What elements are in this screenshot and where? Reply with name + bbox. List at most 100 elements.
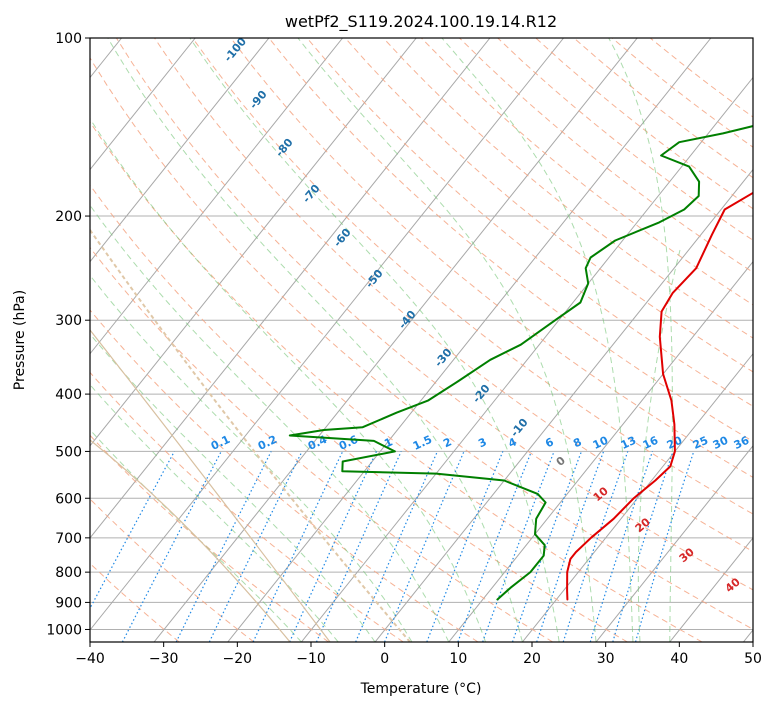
moist-adiabat-label: -30 — [432, 346, 455, 370]
dry-adiabat-line — [306, 38, 753, 407]
x-tick-label: 30 — [597, 651, 615, 667]
y-axis-label: Pressure (hPa) — [12, 290, 28, 390]
isotherm-line — [90, 38, 417, 447]
dry-adiabat-line — [90, 184, 628, 642]
mixing-ratio-label: 0.2 — [256, 433, 279, 453]
chart-title: wetPf2_S119.2024.100.19.14.R12 — [285, 12, 557, 32]
moist-adiabat-line — [90, 274, 413, 642]
mixing-ratio-label: 8 — [571, 435, 583, 450]
moist-adiabat-label: -80 — [273, 136, 296, 160]
reference-curve — [90, 329, 331, 642]
dry-adiabat-line — [90, 498, 255, 642]
isotherm-line — [522, 352, 753, 642]
moist-adiabat-line — [441, 38, 634, 642]
reference-curve — [90, 439, 291, 642]
y-tick-label: 400 — [55, 387, 82, 403]
isotherm-line — [90, 38, 343, 355]
mixing-ratio-line — [511, 451, 583, 642]
dry-adiabat-line — [154, 38, 753, 553]
mixing-ratio-line — [635, 451, 695, 642]
y-tick-label: 700 — [55, 531, 82, 547]
mixing-ratio-label: 0.4 — [306, 433, 329, 453]
isotherm-line — [374, 168, 753, 642]
isotherm-line — [448, 260, 753, 642]
mixing-ratio-label: 10 — [591, 434, 611, 452]
mixing-ratio-label: 36 — [732, 434, 752, 452]
mixing-ratio-line — [315, 451, 402, 642]
moist-adiabat-label: -50 — [363, 267, 386, 291]
moist-adiabat-label: -20 — [470, 382, 493, 406]
mixing-ratio-label: 2 — [441, 435, 453, 450]
mixing-ratio-line — [457, 451, 532, 642]
plot-frame — [89, 37, 754, 643]
dry-adiabat-line — [90, 562, 180, 642]
y-tick-label: 900 — [55, 595, 82, 611]
moist-adiabat-label: -90 — [247, 88, 270, 112]
y-tick-label: 500 — [55, 444, 82, 460]
profile-series — [288, 125, 753, 601]
mixing-ratio-label: 1.5 — [411, 433, 434, 453]
dry-adiabat-label: 10 — [591, 484, 611, 504]
y-tick-label: 800 — [55, 565, 82, 581]
dry-adiabat-line — [382, 38, 753, 339]
dry-adiabat-label: 0 — [554, 454, 568, 469]
x-axis-label: Temperature (°C) — [360, 681, 482, 697]
reference-curve — [637, 249, 681, 642]
y-tick-label: 1000 — [46, 622, 82, 638]
isotherm-line — [669, 537, 753, 642]
mixing-ratio-line — [589, 451, 654, 642]
dry-adiabat-line — [90, 121, 703, 642]
moist-adiabat-line — [189, 38, 560, 642]
dry-adiabat-line — [90, 309, 479, 642]
moist-adiabat-line — [90, 333, 376, 642]
mixing-ratio-label: 30 — [711, 434, 731, 452]
x-tick-label: 10 — [449, 651, 467, 667]
moist-adiabat-line — [90, 117, 487, 642]
isotherm-line — [595, 445, 753, 642]
dry-adiabat-line — [90, 371, 404, 642]
moist-adiabat-line — [297, 38, 597, 642]
moist-adiabat-label: -60 — [331, 226, 354, 250]
isotherm-line — [301, 76, 753, 642]
mixing-ratio-line — [208, 451, 303, 642]
mixing-ratio-label: 13 — [619, 434, 638, 452]
y-tick-label: 300 — [55, 313, 82, 329]
x-tick-label: −30 — [149, 651, 179, 667]
mixing-ratio-label: 16 — [641, 434, 661, 452]
mixing-ratio-label: 25 — [691, 434, 710, 452]
mixing-ratio-line — [289, 451, 377, 642]
moist-adiabat-line — [90, 429, 302, 642]
reference-curve — [90, 229, 411, 642]
x-tick-label: 20 — [523, 651, 541, 667]
isotherm-line — [90, 38, 564, 631]
isotherm-line — [227, 38, 712, 642]
dry-adiabat-line — [268, 38, 753, 443]
x-tick-label: 50 — [744, 651, 762, 667]
y-tick-label: 100 — [55, 31, 82, 47]
mixing-ratio-label: 0.6 — [337, 433, 360, 453]
dry-adiabat-line — [611, 38, 753, 148]
isotherm-line — [90, 38, 491, 539]
moist-adiabat-label: -40 — [396, 308, 419, 332]
moist-adiabat-line — [90, 204, 450, 642]
line-labels: 0.1 0.2 0.4 0.6 1 1.5 2 3 4 6 8 10 13 16 20 25 30 36-100-… — [209, 38, 752, 595]
mixing-ratio-line — [612, 451, 674, 642]
dry-adiabat-line — [344, 38, 753, 373]
y-axis-ticks: 100 200 300 400 500 600 700 800 900 1000 — [46, 31, 90, 638]
isotherm-line — [90, 38, 270, 263]
mixing-ratio-label: 0.1 — [209, 433, 232, 453]
mixing-ratio-line — [536, 451, 605, 642]
mixing-ratio-label: 6 — [543, 435, 556, 450]
moist-adiabat-line — [608, 38, 673, 642]
mixing-ratio-line — [562, 451, 629, 642]
background-lines — [90, 38, 753, 642]
dewpoint-profile-line — [288, 125, 753, 601]
moist-adiabat-line — [90, 383, 339, 642]
x-tick-label: −40 — [75, 651, 105, 667]
dry-adiabat-label: 40 — [723, 575, 743, 595]
mixing-ratio-line — [355, 451, 438, 642]
y-tick-label: 200 — [55, 209, 82, 225]
isotherm-line — [153, 38, 638, 642]
temperature-profile-line — [566, 191, 753, 601]
